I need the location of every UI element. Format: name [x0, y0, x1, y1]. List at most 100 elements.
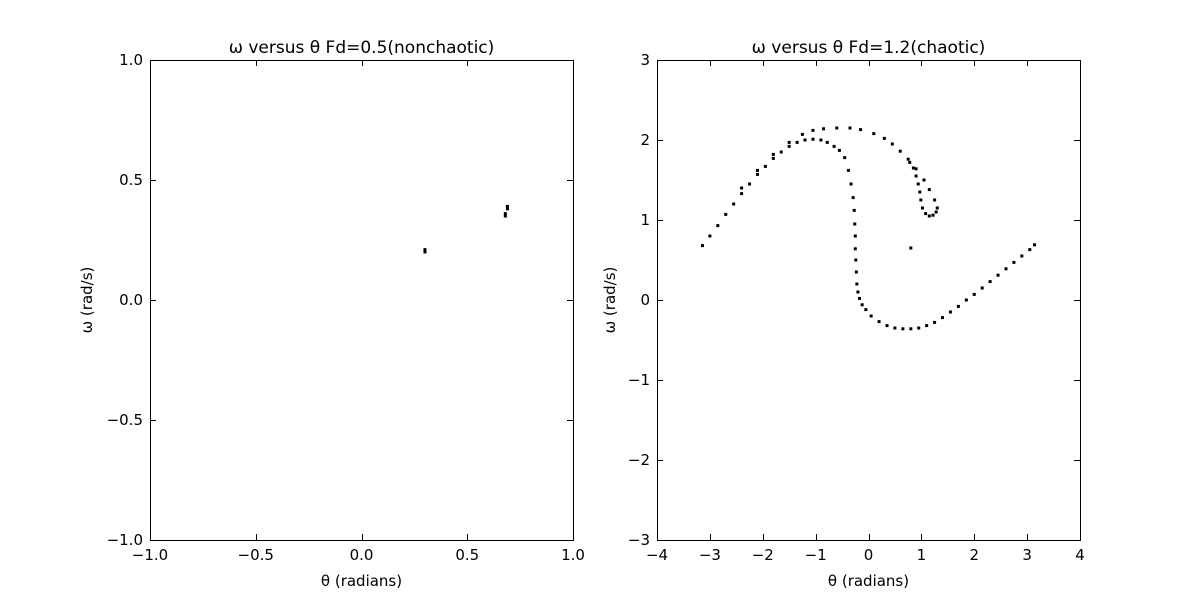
data-point — [882, 136, 886, 140]
data-point — [787, 140, 791, 144]
data-point — [1020, 254, 1024, 258]
x-tick-label: 0.0 — [350, 546, 374, 564]
data-point — [933, 320, 937, 324]
data-point — [909, 327, 913, 331]
x-tick-label: 0.5 — [455, 546, 479, 564]
data-point — [423, 250, 427, 254]
data-point — [819, 138, 823, 142]
data-point — [708, 234, 712, 238]
y-tick-label: −2 — [628, 451, 650, 469]
data-point — [1033, 243, 1037, 247]
data-point — [856, 290, 860, 294]
data-point — [748, 182, 752, 186]
data-point — [779, 150, 783, 154]
data-point — [732, 202, 736, 206]
data-point — [877, 320, 881, 324]
data-point — [927, 214, 931, 218]
data-point — [908, 160, 912, 164]
data-point — [835, 126, 839, 130]
data-point — [503, 212, 507, 216]
data-point — [505, 207, 509, 211]
data-point — [811, 137, 815, 141]
y-tick-label: 0.0 — [119, 291, 143, 309]
x-tick-label: −1.0 — [132, 546, 168, 564]
data-point — [941, 316, 945, 320]
data-point — [1012, 260, 1016, 264]
data-point — [854, 270, 858, 274]
data-point — [956, 304, 960, 308]
data-point — [980, 286, 984, 290]
y-tick-label: −1 — [628, 371, 650, 389]
data-point — [825, 140, 829, 144]
data-point — [858, 296, 862, 300]
data-point — [853, 234, 857, 238]
data-point — [920, 206, 924, 210]
data-point — [1028, 248, 1032, 252]
y-tick-label: 0 — [640, 291, 650, 309]
data-point — [853, 222, 857, 226]
data-point — [787, 144, 791, 148]
data-point — [972, 292, 976, 296]
y-tick-label: 2 — [640, 131, 650, 149]
data-point — [716, 224, 720, 228]
x-axis-label: θ (radians) — [321, 572, 402, 590]
data-point — [854, 258, 858, 262]
plot-frame — [657, 60, 1081, 541]
data-point — [948, 310, 952, 314]
plot-frame — [150, 60, 574, 541]
data-point — [893, 326, 897, 330]
x-tick-label: 1.0 — [561, 546, 585, 564]
data-point — [996, 273, 1000, 277]
chart-nonchaotic: ω versus θ Fd=0.5(nonchaotic) θ (radians… — [78, 38, 585, 590]
data-point — [763, 164, 767, 168]
x-tick-label: 3 — [1022, 546, 1032, 564]
data-point — [700, 244, 704, 248]
x-tick-label: 2 — [969, 546, 979, 564]
y-tick-label: 1.0 — [119, 51, 143, 69]
data-point — [872, 132, 876, 136]
y-tick-label: −3 — [628, 531, 650, 549]
data-point — [917, 326, 921, 330]
x-tick-label: 1 — [917, 546, 927, 564]
data-point — [811, 128, 815, 132]
data-point — [919, 198, 923, 202]
data-points — [700, 126, 1037, 331]
data-point — [832, 144, 836, 148]
data-point — [914, 167, 918, 171]
chart-title: ω versus θ Fd=0.5(nonchaotic) — [229, 38, 495, 58]
data-point — [852, 208, 856, 212]
data-point — [795, 140, 799, 144]
data-point — [906, 157, 910, 161]
data-point — [964, 298, 968, 302]
data-point — [927, 188, 931, 192]
y-tick-label: −1.0 — [107, 531, 143, 549]
y-tick-label: 0.5 — [119, 171, 143, 189]
data-point — [853, 247, 857, 251]
data-point — [740, 186, 744, 190]
data-point — [898, 149, 902, 153]
data-point — [988, 280, 992, 284]
data-point — [755, 168, 759, 172]
data-point — [771, 156, 775, 160]
data-point — [934, 210, 938, 214]
data-point — [935, 206, 939, 210]
data-point — [916, 182, 920, 186]
data-point — [860, 303, 864, 307]
data-point — [771, 152, 775, 156]
y-tick-label: −0.5 — [107, 411, 143, 429]
data-point — [800, 132, 804, 136]
data-point — [1004, 267, 1008, 271]
x-tick-label: 4 — [1075, 546, 1085, 564]
data-point — [859, 128, 863, 132]
x-tick-label: −1 — [805, 546, 827, 564]
data-point — [822, 127, 826, 131]
data-point — [933, 198, 937, 202]
data-point — [864, 308, 868, 312]
data-point — [924, 212, 928, 216]
data-point — [837, 148, 841, 152]
data-point — [914, 174, 918, 178]
x-axis-label: θ (radians) — [828, 572, 909, 590]
data-point — [911, 166, 915, 170]
y-axis-label: ω (rad/s) — [78, 267, 96, 334]
